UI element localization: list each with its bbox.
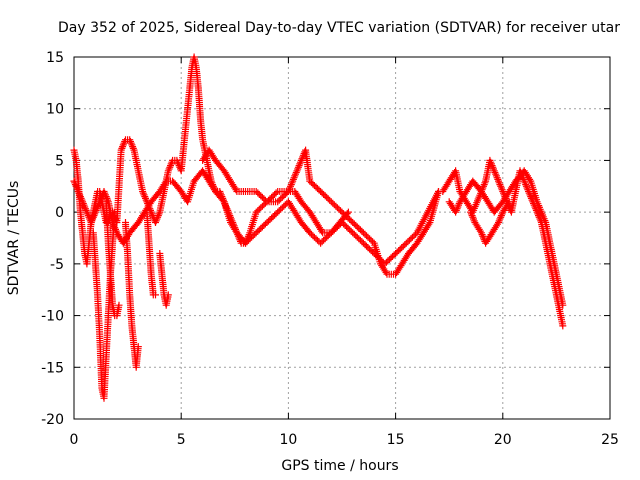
x-tick-label: 10 — [279, 432, 297, 448]
y-tick-label: -15 — [41, 360, 64, 376]
y-tick-label: 5 — [55, 153, 64, 169]
y-tick-label: 15 — [46, 50, 64, 66]
data-series-5 — [102, 198, 123, 320]
data-series-8 — [156, 250, 172, 309]
y-tick-label: -20 — [41, 412, 64, 428]
x-axis-label: GPS time / hours — [281, 458, 398, 474]
data-series-7 — [143, 208, 159, 299]
data-series-6 — [122, 219, 142, 371]
x-tick-label: 0 — [70, 432, 79, 448]
axis-ticks: 0 5 10 15 20 25 -20 -15 -10 -5 0 5 10 15 — [41, 50, 619, 448]
data-series-10 — [445, 167, 567, 309]
y-tick-label: 10 — [46, 102, 64, 118]
x-tick-label: 20 — [494, 432, 512, 448]
x-tick-label: 5 — [177, 432, 186, 448]
y-axis-label: SDTVAR / TECUs — [6, 181, 22, 296]
grid-lines — [74, 57, 610, 419]
data-points — [70, 53, 567, 402]
y-tick-label: -5 — [50, 257, 64, 273]
data-series-2 — [70, 167, 442, 268]
data-series-11 — [467, 198, 513, 247]
y-tick-label: -10 — [41, 309, 64, 325]
y-tick-label: 0 — [55, 205, 64, 221]
plot-frame — [73, 56, 611, 420]
x-tick-label: 25 — [601, 432, 619, 448]
data-series-3 — [199, 146, 352, 237]
x-tick-label: 15 — [387, 432, 405, 448]
chart-title: Day 352 of 2025, Sidereal Day-to-day VTE… — [58, 20, 620, 36]
